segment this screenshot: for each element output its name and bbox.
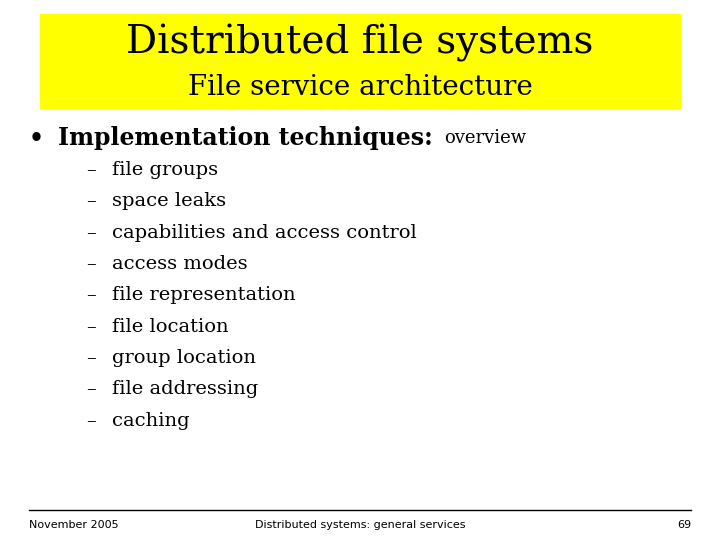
- Text: group location: group location: [112, 349, 256, 367]
- Text: caching: caching: [112, 411, 189, 430]
- Text: –: –: [86, 286, 96, 305]
- Text: –: –: [86, 161, 96, 179]
- Text: –: –: [86, 224, 96, 242]
- Text: •: •: [29, 126, 44, 150]
- Text: –: –: [86, 255, 96, 273]
- Text: overview: overview: [444, 129, 526, 147]
- FancyBboxPatch shape: [40, 14, 680, 108]
- Text: –: –: [86, 411, 96, 430]
- Text: File service architecture: File service architecture: [188, 74, 532, 101]
- Text: –: –: [86, 349, 96, 367]
- Text: file addressing: file addressing: [112, 380, 258, 399]
- Text: Distributed systems: general services: Distributed systems: general services: [255, 520, 465, 530]
- Text: –: –: [86, 380, 96, 399]
- Text: file representation: file representation: [112, 286, 295, 305]
- Text: file location: file location: [112, 318, 228, 336]
- Text: –: –: [86, 318, 96, 336]
- Text: November 2005: November 2005: [29, 520, 118, 530]
- Text: capabilities and access control: capabilities and access control: [112, 224, 416, 242]
- Text: Implementation techniques:: Implementation techniques:: [58, 126, 432, 150]
- Text: file groups: file groups: [112, 161, 217, 179]
- Text: space leaks: space leaks: [112, 192, 226, 211]
- Text: –: –: [86, 192, 96, 211]
- Text: 69: 69: [677, 520, 691, 530]
- Text: Distributed file systems: Distributed file systems: [126, 24, 594, 62]
- Text: access modes: access modes: [112, 255, 247, 273]
